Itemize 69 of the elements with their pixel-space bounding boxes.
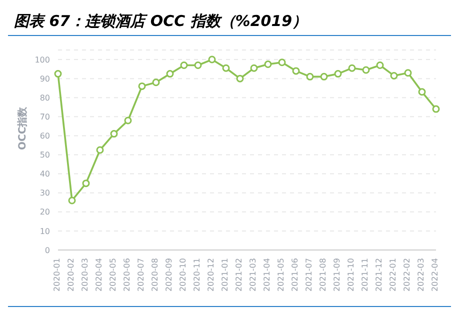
x-tick-label: 2020-09 xyxy=(164,258,174,292)
x-tick-label: 2021-10 xyxy=(346,258,356,292)
point xyxy=(152,78,160,86)
y-tick-label: 0 xyxy=(44,246,50,255)
point xyxy=(348,64,356,72)
point xyxy=(390,72,398,80)
y-tick-label: 20 xyxy=(40,208,50,217)
point xyxy=(194,61,202,69)
point xyxy=(96,146,104,154)
x-tick-label: 2021-05 xyxy=(276,258,286,292)
point xyxy=(264,60,272,68)
x-tick-label: 2020-02 xyxy=(66,258,76,292)
x-tick-label: 2020-06 xyxy=(122,258,132,292)
point xyxy=(180,61,188,69)
x-tick-label: 2022-01 xyxy=(388,258,398,292)
point xyxy=(250,64,258,72)
x-tick-label: 2021-07 xyxy=(304,258,314,292)
y-tick-label: 10 xyxy=(40,226,50,236)
y-axis-title: OCC指数 xyxy=(16,106,29,150)
y-tick-label: 100 xyxy=(34,55,50,64)
point xyxy=(68,196,76,204)
point xyxy=(124,116,132,124)
x-tick-label: 2020-08 xyxy=(150,258,160,292)
point xyxy=(320,72,328,80)
x-tick-label: 2021-04 xyxy=(262,258,272,292)
y-tick-label: 50 xyxy=(40,150,50,160)
x-tick-label: 2020-11 xyxy=(192,258,202,292)
x-tick-label: 2021-08 xyxy=(318,258,328,292)
x-tick-label: 2021-01 xyxy=(220,258,230,292)
point xyxy=(418,88,426,96)
x-tick-label: 2021-03 xyxy=(248,258,258,292)
x-tick-label: 2021-12 xyxy=(374,258,384,292)
y-tick-label: 40 xyxy=(40,170,50,179)
point xyxy=(278,58,286,66)
point xyxy=(82,180,90,188)
point xyxy=(236,74,244,82)
x-tick-label: 2020-04 xyxy=(94,258,104,292)
point xyxy=(362,66,370,74)
point xyxy=(432,105,440,113)
x-tick-label: 2021-09 xyxy=(332,258,342,292)
x-tick-label: 2022-02 xyxy=(402,258,412,292)
x-tick-label: 2021-06 xyxy=(290,258,300,292)
x-tick-label: 2021-11 xyxy=(360,258,370,292)
y-tick-label: 30 xyxy=(40,188,50,198)
point xyxy=(334,70,342,78)
point xyxy=(376,61,384,69)
x-tick-label: 2022-03 xyxy=(416,258,426,292)
y-tick-label: 70 xyxy=(40,112,50,122)
point xyxy=(404,69,412,77)
point xyxy=(306,72,314,80)
x-tick-label: 2020-07 xyxy=(136,258,146,292)
point xyxy=(138,82,146,90)
chart-title: 图表 67：连锁酒店 OCC 指数（%2019） xyxy=(8,8,451,36)
point xyxy=(166,70,174,78)
x-tick-label: 2021-02 xyxy=(234,258,244,292)
x-tick-label: 2020-12 xyxy=(206,258,216,292)
x-tick-label: 2020-10 xyxy=(178,258,188,292)
x-tick-label: 2020-01 xyxy=(52,258,62,292)
x-tick-label: 2020-03 xyxy=(80,258,90,292)
point xyxy=(110,130,118,138)
point xyxy=(292,67,300,75)
point xyxy=(222,64,230,72)
y-tick-label: 80 xyxy=(40,93,50,102)
point xyxy=(54,70,62,78)
point xyxy=(208,56,216,64)
y-tick-label: 60 xyxy=(40,132,50,141)
x-tick-label: 2022-04 xyxy=(430,258,440,292)
x-tick-label: 2020-05 xyxy=(108,258,118,292)
y-tick-label: 90 xyxy=(40,74,50,84)
